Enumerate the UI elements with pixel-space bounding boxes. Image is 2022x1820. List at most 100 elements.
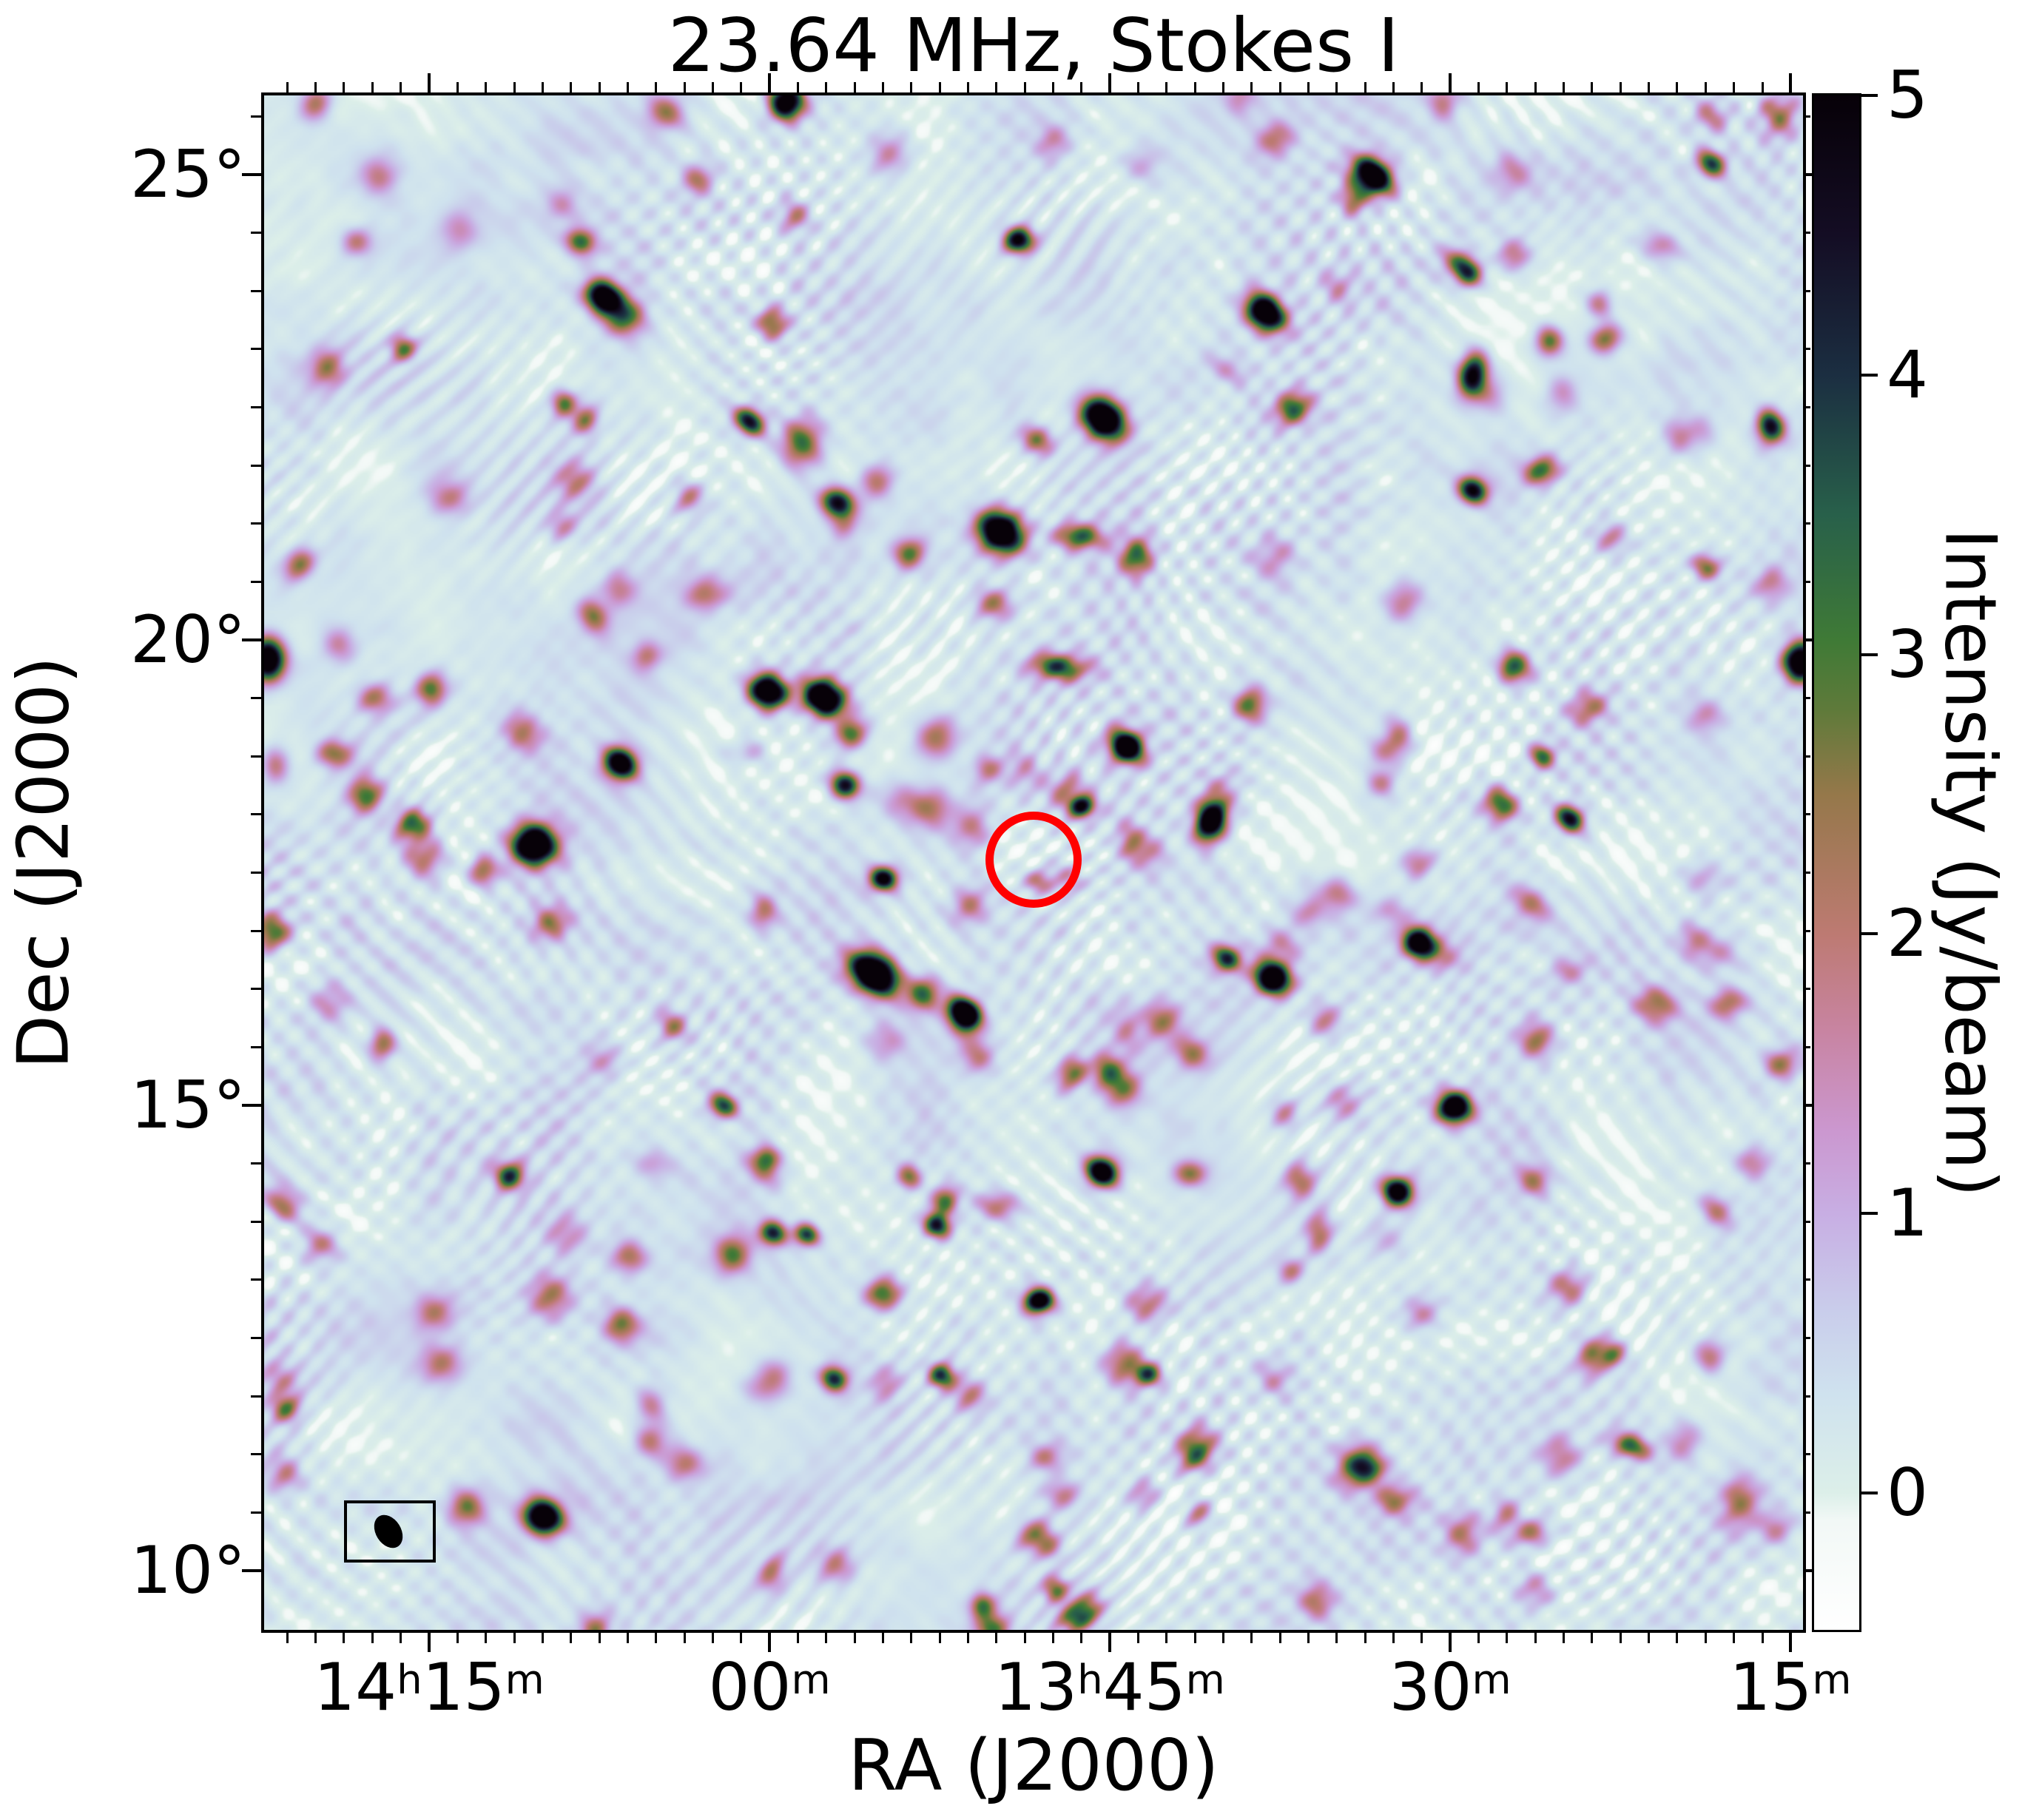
colorbar-tick-label: 1 bbox=[1887, 1175, 1928, 1252]
tick-mark bbox=[251, 872, 261, 874]
tick-mark bbox=[1806, 348, 1810, 351]
tick-mark bbox=[966, 82, 969, 92]
tick-mark bbox=[1806, 406, 1810, 409]
tick-mark bbox=[1449, 73, 1452, 92]
tick-mark bbox=[1591, 82, 1594, 92]
colorbar-tick-label: 5 bbox=[1887, 57, 1928, 133]
tick-mark bbox=[1023, 1633, 1026, 1643]
tick-mark bbox=[1335, 1633, 1338, 1643]
tick-mark bbox=[1806, 522, 1810, 525]
tick-mark bbox=[1307, 82, 1310, 92]
tick-mark bbox=[1806, 115, 1810, 118]
tick-mark bbox=[1648, 1633, 1651, 1643]
tick-mark bbox=[251, 232, 261, 235]
tick-mark bbox=[343, 1633, 346, 1643]
tick-mark bbox=[598, 1633, 601, 1643]
x-tick-label: 14h15m bbox=[314, 1655, 545, 1720]
x-tick-unit-sup: h bbox=[1077, 1656, 1103, 1704]
tick-mark bbox=[242, 1569, 261, 1573]
tick-mark bbox=[1704, 82, 1707, 92]
tick-mark bbox=[570, 82, 573, 92]
tick-mark bbox=[1788, 73, 1792, 92]
colorbar-tick-label: 4 bbox=[1887, 336, 1928, 413]
tick-mark bbox=[251, 464, 261, 467]
tick-mark bbox=[1806, 232, 1810, 235]
tick-mark bbox=[1761, 1633, 1764, 1643]
tick-mark bbox=[314, 1633, 317, 1643]
tick-mark bbox=[910, 1633, 913, 1643]
x-tick-value: 13 bbox=[994, 1649, 1078, 1725]
target-marker-circle bbox=[985, 811, 1082, 908]
tick-mark bbox=[1137, 1633, 1139, 1643]
tick-mark bbox=[1806, 464, 1810, 467]
tick-mark bbox=[251, 1045, 261, 1048]
x-tick-value: 45 bbox=[1102, 1649, 1186, 1725]
colorbar-tick-mark bbox=[1861, 373, 1878, 377]
tick-mark bbox=[1108, 1633, 1111, 1652]
tick-mark bbox=[1080, 1633, 1083, 1643]
tick-mark bbox=[1761, 82, 1764, 92]
x-tick-label: 13h45m bbox=[994, 1655, 1225, 1720]
y-axis-label: Dec (J2000) bbox=[3, 656, 85, 1069]
tick-mark bbox=[768, 1633, 772, 1652]
tick-mark bbox=[1733, 1633, 1736, 1643]
tick-mark bbox=[1806, 872, 1810, 874]
tick-mark bbox=[1250, 82, 1253, 92]
tick-mark bbox=[796, 82, 799, 92]
x-axis-label: RA (J2000) bbox=[848, 1725, 1219, 1807]
x-tick-value: 15 bbox=[422, 1649, 505, 1725]
tick-mark bbox=[1806, 289, 1810, 292]
x-tick-unit-sup: m bbox=[505, 1656, 545, 1704]
tick-mark bbox=[711, 1633, 714, 1643]
tick-mark bbox=[251, 289, 261, 292]
tick-mark bbox=[853, 82, 856, 92]
tick-mark bbox=[1806, 929, 1810, 932]
colorbar-tick-mark bbox=[1861, 94, 1878, 97]
tick-mark bbox=[1806, 580, 1810, 583]
tick-mark bbox=[1806, 638, 1812, 642]
tick-mark bbox=[1165, 82, 1168, 92]
tick-mark bbox=[251, 697, 261, 700]
tick-mark bbox=[1051, 82, 1054, 92]
tick-mark bbox=[825, 82, 828, 92]
tick-mark bbox=[1421, 1633, 1423, 1643]
tick-mark bbox=[242, 1104, 261, 1108]
tick-mark bbox=[242, 173, 261, 177]
tick-mark bbox=[251, 755, 261, 758]
tick-mark bbox=[1806, 1104, 1812, 1108]
x-tick-label: 00m bbox=[709, 1655, 831, 1720]
tick-mark bbox=[400, 1633, 402, 1643]
tick-mark bbox=[683, 1633, 686, 1643]
tick-mark bbox=[1806, 988, 1810, 991]
tick-mark bbox=[1364, 1633, 1366, 1643]
tick-mark bbox=[1506, 1633, 1509, 1643]
x-tick-unit-sup: h bbox=[397, 1656, 422, 1704]
tick-mark bbox=[1733, 82, 1736, 92]
tick-mark bbox=[541, 1633, 544, 1643]
tick-mark bbox=[251, 348, 261, 351]
x-tick-value: 15 bbox=[1729, 1649, 1813, 1725]
tick-mark bbox=[251, 1162, 261, 1165]
tick-mark bbox=[1193, 1633, 1196, 1643]
tick-mark bbox=[251, 1511, 261, 1514]
tick-mark bbox=[768, 73, 772, 92]
tick-mark bbox=[683, 82, 686, 92]
tick-mark bbox=[1137, 82, 1139, 92]
tick-mark bbox=[251, 813, 261, 816]
colorbar-tick-mark bbox=[1861, 653, 1878, 656]
tick-mark bbox=[251, 1278, 261, 1281]
colorbar-tick-mark bbox=[1861, 1212, 1878, 1216]
tick-mark bbox=[1806, 1162, 1810, 1165]
tick-mark bbox=[1806, 1453, 1810, 1456]
tick-mark bbox=[1676, 1633, 1679, 1643]
tick-mark bbox=[1278, 1633, 1281, 1643]
tick-mark bbox=[1806, 1569, 1812, 1573]
tick-mark bbox=[1392, 82, 1395, 92]
tick-mark bbox=[1806, 1395, 1810, 1398]
tick-mark bbox=[1278, 82, 1281, 92]
tick-mark bbox=[711, 82, 714, 92]
tick-mark bbox=[938, 82, 941, 92]
x-tick-unit-sup: m bbox=[1812, 1656, 1852, 1704]
tick-mark bbox=[371, 1633, 374, 1643]
tick-mark bbox=[1108, 73, 1111, 92]
